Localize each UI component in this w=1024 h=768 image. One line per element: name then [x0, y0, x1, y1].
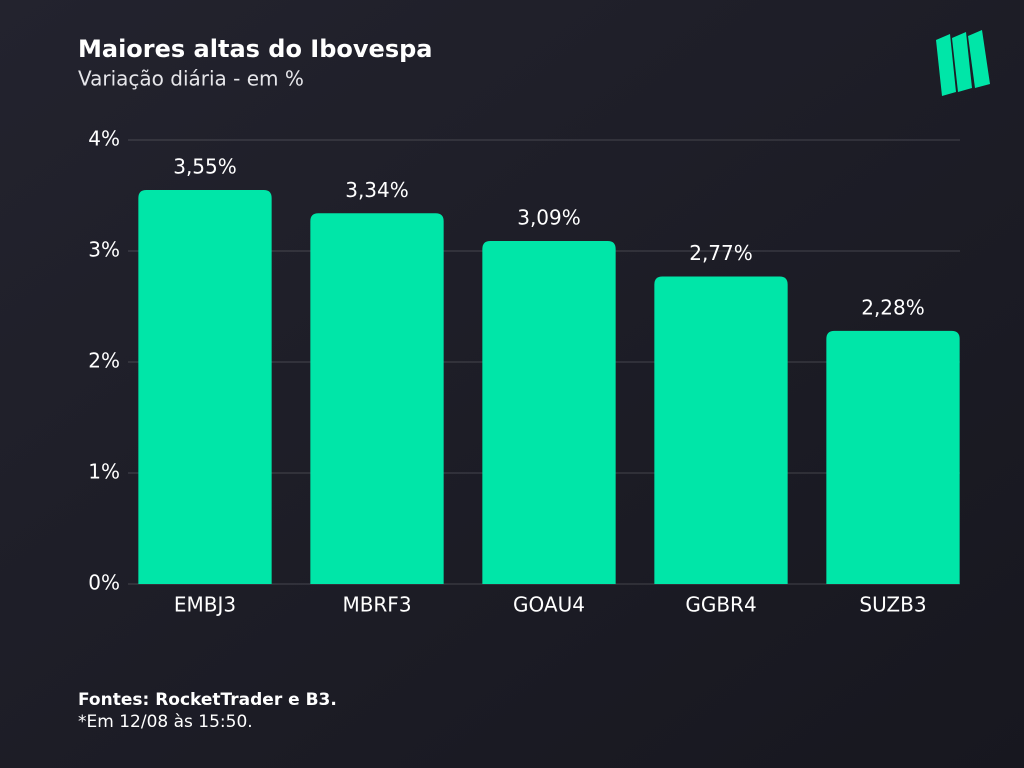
- x-tick-label: SUZB3: [859, 593, 926, 617]
- bar: [654, 276, 788, 584]
- y-tick-label: 4%: [88, 127, 120, 151]
- bar: [310, 213, 444, 584]
- logo: [936, 30, 990, 96]
- bar: [826, 330, 960, 584]
- value-label: 3,55%: [173, 154, 237, 178]
- source: Fontes: RocketTrader e B3.: [78, 690, 337, 710]
- value-label: 2,77%: [689, 241, 753, 265]
- bar: [138, 189, 272, 584]
- value-label: 3,09%: [517, 206, 581, 230]
- x-tick-label: GOAU4: [513, 593, 585, 617]
- value-label: 3,34%: [345, 178, 409, 202]
- value-label: 2,28%: [861, 295, 925, 319]
- x-tick-label: EMBJ3: [174, 593, 236, 617]
- y-tick-label: 3%: [88, 238, 120, 262]
- bar: [482, 241, 616, 584]
- chart-subtitle: Variação diária - em %: [78, 67, 304, 91]
- y-tick-label: 1%: [88, 460, 120, 484]
- x-tick-label: GGBR4: [685, 593, 756, 617]
- y-tick-label: 0%: [88, 571, 120, 595]
- note: *Em 12/08 às 15:50.: [78, 712, 253, 732]
- chart-title: Maiores altas do Ibovespa: [78, 35, 432, 63]
- x-tick-label: MBRF3: [342, 593, 411, 617]
- y-tick-label: 2%: [88, 349, 120, 373]
